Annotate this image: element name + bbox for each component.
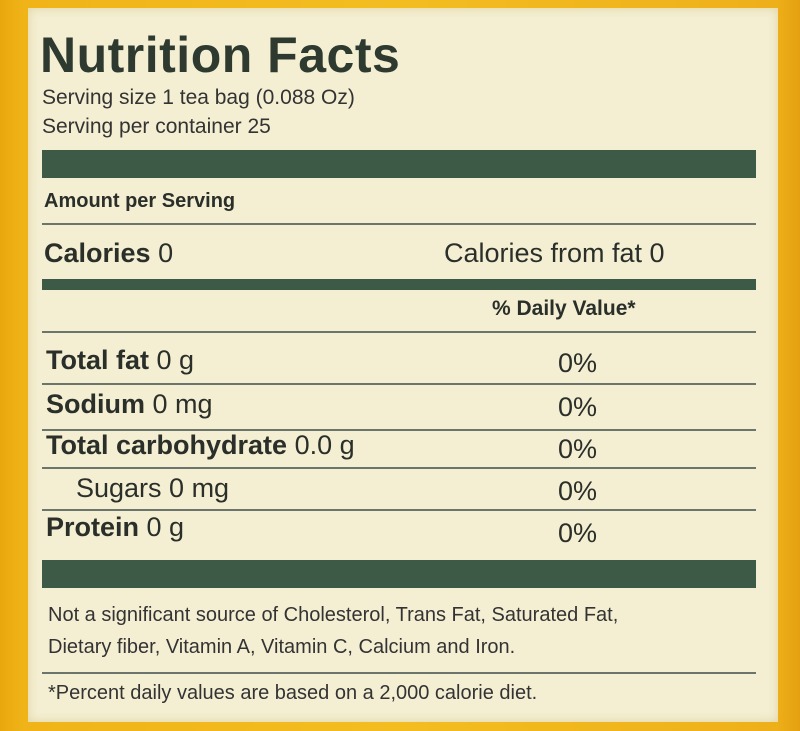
nutrient-amount: 0.0 g [287, 430, 355, 460]
nutrient-dv: 0% [558, 392, 598, 422]
divider [42, 383, 756, 385]
footnote-line-1: Not a significant source of Cholesterol,… [48, 604, 619, 626]
thick-divider-bottom [42, 560, 756, 588]
divider [42, 331, 756, 333]
medium-divider [42, 279, 756, 290]
nutrient-amount: 0 g [139, 512, 185, 542]
daily-value-header: % Daily Value* [492, 297, 636, 320]
nutrient-amount: 0 g [149, 345, 195, 375]
nutrient-amount: 0 mg [145, 389, 213, 419]
divider [42, 509, 756, 511]
amount-per-serving: Amount per Serving [44, 190, 236, 212]
calories-value: 0 [150, 238, 174, 268]
servings-per-container: Serving per container 25 [42, 115, 271, 138]
nutrient-name: Total fat [46, 345, 149, 375]
nutrient-row-sodium: Sodium 0 mg [46, 389, 213, 420]
nutrient-name: Sugars 0 mg [76, 473, 230, 503]
thick-divider-top [42, 150, 756, 178]
nutrient-name: Sodium [46, 389, 145, 419]
label-title: Nutrition Facts [40, 27, 401, 83]
nutrient-row-total-fat: Total fat 0 g [46, 345, 194, 376]
nutrient-dv: 0% [558, 476, 598, 506]
nutrient-dv: 0% [558, 518, 598, 548]
divider [42, 223, 756, 225]
divider [42, 429, 756, 431]
calories-label: Calories [44, 238, 151, 268]
nutrition-label-panel [28, 8, 778, 722]
nutrient-row-total-carbohydrate: Total carbohydrate 0.0 g [46, 430, 355, 461]
daily-value-note: *Percent daily values are based on a 2,0… [48, 682, 538, 704]
footnote-line-2: Dietary fiber, Vitamin A, Vitamin C, Cal… [48, 636, 516, 658]
nutrient-row-sugars: Sugars 0 mg [76, 473, 229, 504]
nutrient-row-protein: Protein 0 g [46, 512, 184, 543]
divider [42, 467, 756, 469]
divider [42, 672, 756, 674]
nutrient-dv: 0% [558, 348, 598, 378]
calories-row: Calories 0 [44, 238, 173, 269]
nutrient-name: Protein [46, 512, 140, 542]
nutrient-name: Total carbohydrate [46, 430, 288, 460]
calories-from-fat: Calories from fat 0 [444, 238, 665, 268]
serving-size: Serving size 1 tea bag (0.088 Oz) [42, 86, 355, 109]
nutrient-dv: 0% [558, 434, 598, 464]
